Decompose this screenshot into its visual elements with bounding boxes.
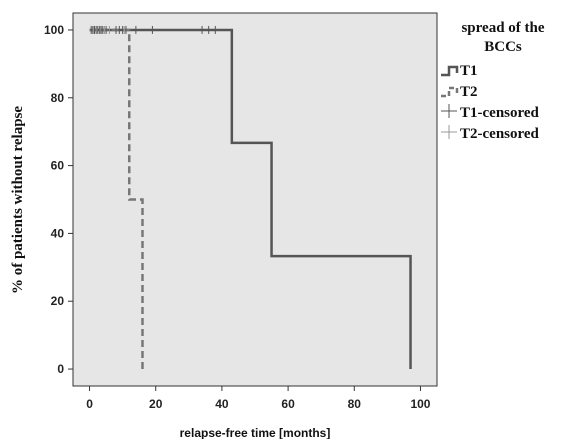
x-tick-label: 20 — [149, 397, 163, 411]
censor-layer — [90, 25, 216, 34]
x-tick-label: 0 — [86, 397, 93, 411]
y-tick-label: 20 — [51, 294, 65, 308]
legend-title-line-2: BCCs — [484, 39, 522, 55]
legend-t1-swatch — [441, 65, 459, 77]
x-axis-ticks: 0 20 40 60 80 100 — [86, 386, 431, 411]
y-tick-label: 100 — [44, 23, 64, 37]
legend-label-t2: T2 — [460, 84, 478, 100]
x-tick-label: 40 — [215, 397, 229, 411]
y-tick-label: 80 — [51, 91, 65, 105]
plot-area — [72, 12, 438, 387]
x-tick-label: 80 — [348, 397, 362, 411]
legend-label-t1: T1 — [460, 63, 478, 79]
legend-label-t1-censored: T1-censored — [460, 105, 540, 121]
y-tick-label: 60 — [51, 159, 65, 173]
legend: spread of the BCCs T1 T2 T1-censored T2-cen… — [441, 20, 545, 142]
y-tick-label: 0 — [57, 362, 64, 376]
series-t1-curve — [89, 28, 412, 370]
x-axis-title: relapse-free time [months] — [180, 426, 331, 439]
y-axis-title: % of patients without relapse — [10, 106, 26, 294]
legend-title-line-1: spread of the — [461, 20, 544, 36]
x-tick-label: 100 — [410, 397, 430, 411]
legend-label-t2-censored: T2-censored — [460, 126, 540, 142]
x-tick-label: 60 — [281, 397, 295, 411]
y-axis-ticks: 0 20 40 60 80 100 — [44, 23, 73, 376]
legend-t2-swatch — [441, 86, 459, 98]
y-tick-label: 40 — [51, 226, 65, 240]
